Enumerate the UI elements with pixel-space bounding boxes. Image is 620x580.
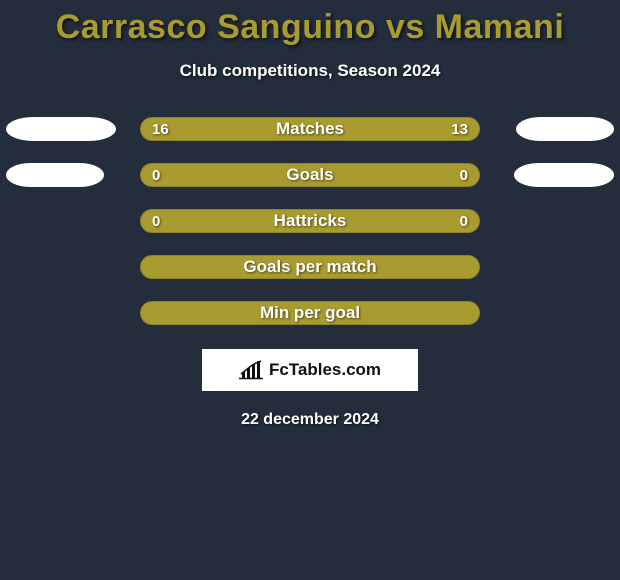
right-badge (516, 117, 614, 141)
page-title: Carrasco Sanguino vs Mamani (56, 8, 565, 47)
stat-right-value: 13 (451, 121, 468, 138)
stat-label: Goals (286, 165, 333, 185)
stat-label: Min per goal (260, 303, 360, 323)
stat-bar: Goals 0 0 (140, 163, 480, 187)
stat-right-value: 0 (460, 213, 468, 230)
stat-bar: Hattricks 0 0 (140, 209, 480, 233)
stat-bar: Min per goal (140, 301, 480, 325)
left-badge (6, 163, 104, 187)
right-badge (514, 163, 614, 187)
branding-badge: FcTables.com (202, 349, 418, 391)
date-label: 22 december 2024 (241, 411, 379, 429)
stat-row: Min per goal (0, 301, 620, 325)
barchart-icon (239, 360, 263, 380)
branding-text: FcTables.com (269, 360, 381, 380)
stat-row: Goals per match (0, 255, 620, 279)
stat-row: Goals 0 0 (0, 163, 620, 187)
stat-row: Hattricks 0 0 (0, 209, 620, 233)
stat-label: Hattricks (274, 211, 347, 231)
stat-label: Goals per match (243, 257, 376, 277)
stat-left-value: 16 (152, 121, 169, 138)
stat-left-value: 0 (152, 213, 160, 230)
stat-bar: Goals per match (140, 255, 480, 279)
stat-row: Matches 16 13 (0, 117, 620, 141)
page-subtitle: Club competitions, Season 2024 (180, 61, 441, 81)
stat-rows: Matches 16 13 Goals 0 0 Hattricks 0 0 Goals per m… (0, 117, 620, 325)
stat-right-value: 0 (460, 167, 468, 184)
stat-label: Matches (276, 119, 344, 139)
stat-bar: Matches 16 13 (140, 117, 480, 141)
stat-left-value: 0 (152, 167, 160, 184)
left-badge (6, 117, 116, 141)
